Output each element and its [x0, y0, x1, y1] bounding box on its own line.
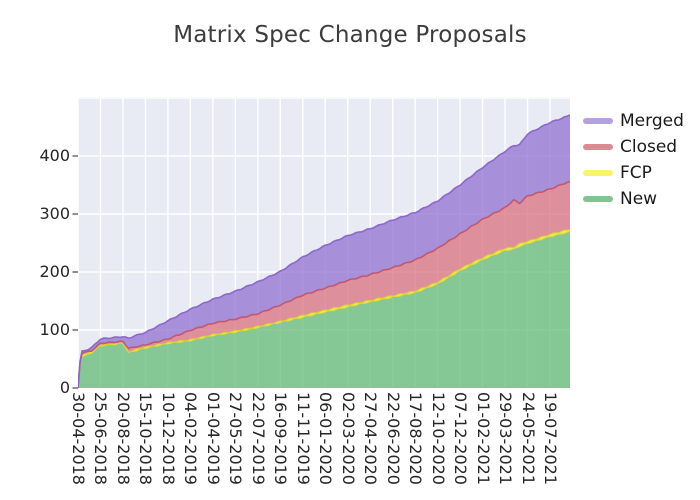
y-tick-label: 400 [39, 146, 70, 165]
area-merged [78, 114, 570, 388]
x-tick-label: 15-10-2018 [136, 392, 156, 485]
legend-label: FCP [620, 162, 652, 183]
x-tick-label: 27-04-2020 [361, 392, 381, 485]
edge-fcp [78, 229, 570, 388]
chart-title: Matrix Spec Change Proposals [173, 22, 527, 48]
x-tick-label: 11-11-2019 [293, 392, 313, 485]
x-tick-label: 30-04-2018 [69, 392, 88, 485]
x-tick-label: 19-07-2021 [541, 392, 560, 485]
legend: Merged Closed FCP New [583, 108, 684, 212]
legend-swatch-merged [583, 118, 613, 124]
x-tick-label: 04-02-2019 [181, 392, 201, 485]
legend-item-fcp: FCP [583, 160, 684, 186]
edge-merged [78, 114, 570, 388]
y-tick-label: 200 [39, 262, 70, 281]
x-tick-label: 20-08-2018 [113, 392, 133, 485]
y-tick-label: 300 [39, 204, 70, 223]
x-tick-label: 12-10-2020 [428, 392, 448, 485]
x-tick-label: 22-06-2020 [383, 392, 403, 485]
legend-item-new: New [583, 186, 684, 212]
edge-new [78, 230, 570, 388]
x-tick-label: 29-03-2021 [496, 392, 516, 485]
x-tick-label: 17-08-2020 [406, 392, 426, 485]
area-fcp [78, 229, 570, 388]
x-tick-label: 24-05-2021 [518, 392, 538, 485]
edge-closed [78, 180, 570, 388]
legend-item-merged: Merged [583, 108, 684, 134]
x-tick-label: 16-09-2019 [271, 392, 291, 485]
legend-swatch-new [583, 196, 613, 202]
x-tick-label: 02-03-2020 [338, 392, 358, 485]
legend-swatch-closed [583, 144, 613, 150]
legend-label: Merged [620, 110, 684, 131]
legend-label: Closed [620, 136, 678, 157]
x-tick-label: 22-07-2019 [248, 392, 268, 485]
y-tick-label: 0 [59, 378, 70, 397]
x-tick-label: 07-12-2020 [451, 392, 471, 485]
x-tick-label: 27-05-2019 [226, 392, 246, 485]
x-tick-label: 25-06-2018 [91, 392, 111, 485]
legend-swatch-fcp [583, 170, 613, 176]
x-tick-label: 01-04-2019 [203, 392, 223, 485]
x-tick-label: 10-12-2018 [158, 392, 178, 485]
legend-label: New [620, 188, 658, 209]
legend-item-closed: Closed [583, 134, 684, 160]
x-tick-label: 01-02-2021 [473, 392, 493, 485]
area-new [78, 231, 570, 388]
y-tick-label: 100 [39, 320, 70, 339]
x-tick-label: 06-01-2020 [316, 392, 336, 485]
